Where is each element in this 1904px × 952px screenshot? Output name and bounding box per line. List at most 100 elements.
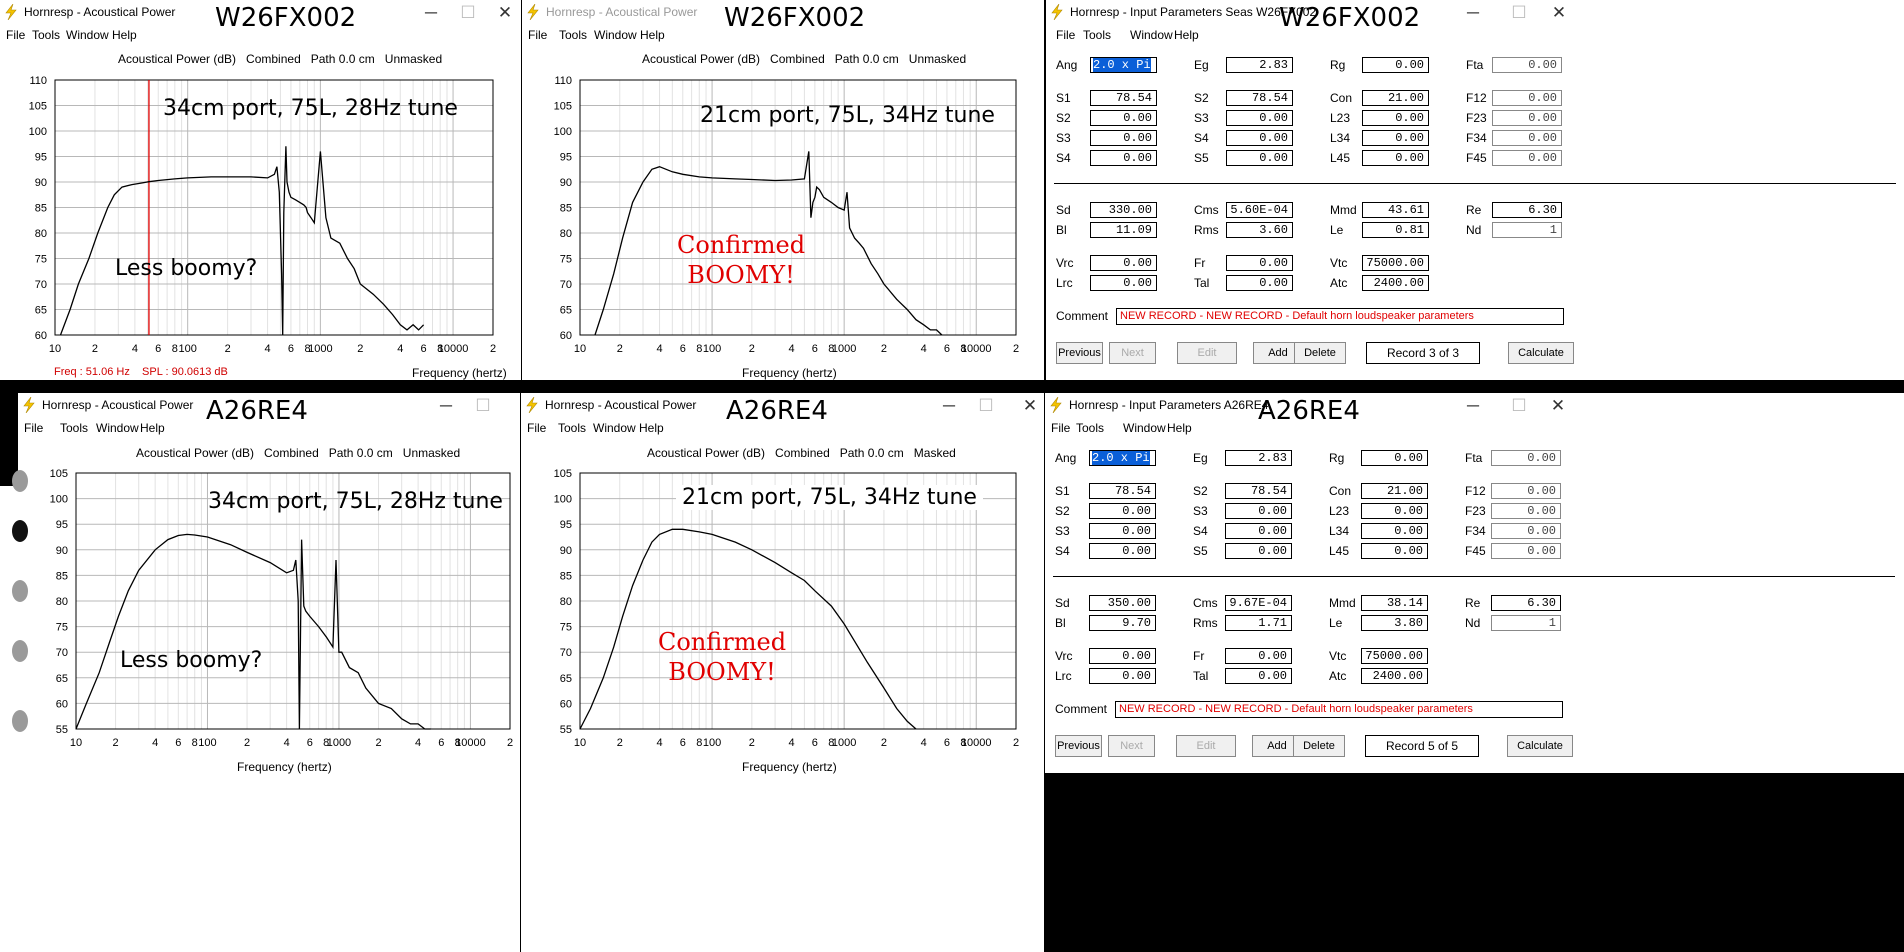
param-field-nd[interactable]: 1 bbox=[1491, 615, 1561, 631]
menu-help[interactable]: Help bbox=[1174, 28, 1199, 42]
param-field-s2[interactable]: 0.00 bbox=[1090, 110, 1157, 126]
param-field-l34[interactable]: 0.00 bbox=[1362, 130, 1429, 146]
close-button[interactable]: ✕ bbox=[1550, 396, 1566, 415]
minimize-button[interactable]: ─ bbox=[942, 396, 956, 415]
param-field-f12[interactable]: 0.00 bbox=[1491, 483, 1561, 499]
menu-file[interactable]: File bbox=[528, 28, 548, 42]
delete-button[interactable]: Delete bbox=[1293, 735, 1345, 757]
param-field-f45[interactable]: 0.00 bbox=[1491, 543, 1561, 559]
param-field-s2[interactable]: 0.00 bbox=[1089, 503, 1156, 519]
avatar[interactable] bbox=[12, 640, 28, 662]
maximize-button[interactable]: ☐ bbox=[978, 396, 994, 415]
menu-tools[interactable]: Tools bbox=[1083, 28, 1112, 42]
param-field-bl[interactable]: 9.70 bbox=[1089, 615, 1156, 631]
maximize-button[interactable]: ☐ bbox=[475, 396, 491, 415]
param-field-f23[interactable]: 0.00 bbox=[1492, 110, 1562, 126]
menu-file[interactable]: File bbox=[24, 421, 44, 435]
menu-help[interactable]: Help bbox=[140, 421, 165, 435]
param-field-sd[interactable]: 330.00 bbox=[1090, 202, 1157, 218]
param-field-re[interactable]: 6.30 bbox=[1491, 595, 1561, 611]
param-field-con[interactable]: 21.00 bbox=[1361, 483, 1428, 499]
avatar[interactable] bbox=[12, 470, 28, 492]
param-field-atc[interactable]: 2400.00 bbox=[1362, 275, 1429, 291]
param-field-rg[interactable]: 0.00 bbox=[1361, 450, 1428, 466]
param-field-fta[interactable]: 0.00 bbox=[1491, 450, 1561, 466]
param-field-l45[interactable]: 0.00 bbox=[1362, 150, 1429, 166]
close-button[interactable]: ✕ bbox=[1022, 396, 1038, 415]
next-button[interactable]: Next bbox=[1108, 735, 1155, 757]
param-field-s3[interactable]: 0.00 bbox=[1090, 130, 1157, 146]
avatar[interactable] bbox=[12, 710, 28, 732]
param-field-atc[interactable]: 2400.00 bbox=[1361, 668, 1428, 684]
param-field-eg[interactable]: 2.83 bbox=[1226, 57, 1293, 73]
next-button[interactable]: Next bbox=[1109, 342, 1156, 364]
minimize-button[interactable]: ─ bbox=[439, 396, 453, 415]
param-field-f12[interactable]: 0.00 bbox=[1492, 90, 1562, 106]
maximize-button[interactable]: ☐ bbox=[1511, 3, 1527, 22]
param-field-s3[interactable]: 0.00 bbox=[1225, 503, 1292, 519]
param-field-mmd[interactable]: 38.14 bbox=[1361, 595, 1428, 611]
comment-field[interactable]: NEW RECORD - NEW RECORD - Default horn l… bbox=[1115, 701, 1563, 718]
previous-button[interactable]: Previous bbox=[1055, 735, 1102, 757]
menu-tools[interactable]: Tools bbox=[558, 421, 587, 435]
menu-file[interactable]: File bbox=[527, 421, 547, 435]
maximize-button[interactable]: ☐ bbox=[460, 3, 476, 22]
comment-field[interactable]: NEW RECORD - NEW RECORD - Default horn l… bbox=[1116, 308, 1564, 325]
param-field-tal[interactable]: 0.00 bbox=[1226, 275, 1293, 291]
param-field-vtc[interactable]: 75000.00 bbox=[1362, 255, 1429, 271]
param-field-bl[interactable]: 11.09 bbox=[1090, 222, 1157, 238]
param-field-rms[interactable]: 1.71 bbox=[1225, 615, 1292, 631]
param-field-s5[interactable]: 0.00 bbox=[1225, 543, 1292, 559]
param-field-s1[interactable]: 78.54 bbox=[1090, 90, 1157, 106]
param-field-ang[interactable]: 2.0 x Pi bbox=[1090, 57, 1157, 73]
param-field-s2[interactable]: 78.54 bbox=[1226, 90, 1293, 106]
minimize-button[interactable]: ─ bbox=[424, 3, 438, 22]
calculate-button[interactable]: Calculate bbox=[1507, 735, 1573, 757]
param-field-con[interactable]: 21.00 bbox=[1362, 90, 1429, 106]
param-field-mmd[interactable]: 43.61 bbox=[1362, 202, 1429, 218]
menu-window[interactable]: Window bbox=[1123, 421, 1166, 435]
param-field-s4[interactable]: 0.00 bbox=[1225, 523, 1292, 539]
menu-file[interactable]: File bbox=[1056, 28, 1076, 42]
param-field-le[interactable]: 0.81 bbox=[1362, 222, 1429, 238]
param-field-fta[interactable]: 0.00 bbox=[1492, 57, 1562, 73]
menu-tools[interactable]: Tools bbox=[60, 421, 89, 435]
previous-button[interactable]: Previous bbox=[1056, 342, 1103, 364]
menu-window[interactable]: Window bbox=[593, 421, 636, 435]
close-button[interactable]: ✕ bbox=[497, 3, 513, 22]
param-field-rg[interactable]: 0.00 bbox=[1362, 57, 1429, 73]
param-field-re[interactable]: 6.30 bbox=[1492, 202, 1562, 218]
param-field-l34[interactable]: 0.00 bbox=[1361, 523, 1428, 539]
menu-tools[interactable]: Tools bbox=[559, 28, 588, 42]
calculate-button[interactable]: Calculate bbox=[1508, 342, 1574, 364]
param-field-l45[interactable]: 0.00 bbox=[1361, 543, 1428, 559]
close-button[interactable]: ✕ bbox=[512, 396, 521, 416]
menu-window[interactable]: Window bbox=[1130, 28, 1173, 42]
menu-tools[interactable]: Tools bbox=[1076, 421, 1105, 435]
param-field-vrc[interactable]: 0.00 bbox=[1089, 648, 1156, 664]
menu-help[interactable]: Help bbox=[639, 421, 664, 435]
param-field-nd[interactable]: 1 bbox=[1492, 222, 1562, 238]
maximize-button[interactable]: ☐ bbox=[1511, 396, 1527, 415]
param-field-f45[interactable]: 0.00 bbox=[1492, 150, 1562, 166]
param-field-rms[interactable]: 3.60 bbox=[1226, 222, 1293, 238]
param-field-cms[interactable]: 5.60E-04 bbox=[1226, 202, 1293, 218]
param-field-lrc[interactable]: 0.00 bbox=[1090, 275, 1157, 291]
param-field-f34[interactable]: 0.00 bbox=[1491, 523, 1561, 539]
param-field-tal[interactable]: 0.00 bbox=[1225, 668, 1292, 684]
param-field-s4[interactable]: 0.00 bbox=[1089, 543, 1156, 559]
param-field-s3[interactable]: 0.00 bbox=[1089, 523, 1156, 539]
param-field-s1[interactable]: 78.54 bbox=[1089, 483, 1156, 499]
param-field-s4[interactable]: 0.00 bbox=[1226, 130, 1293, 146]
menu-window[interactable]: Window bbox=[66, 28, 109, 42]
param-field-le[interactable]: 3.80 bbox=[1361, 615, 1428, 631]
param-field-f34[interactable]: 0.00 bbox=[1492, 130, 1562, 146]
param-field-vrc[interactable]: 0.00 bbox=[1090, 255, 1157, 271]
menu-help[interactable]: Help bbox=[112, 28, 137, 42]
menu-tools[interactable]: Tools bbox=[32, 28, 61, 42]
param-field-fr[interactable]: 0.00 bbox=[1225, 648, 1292, 664]
menu-help[interactable]: Help bbox=[640, 28, 665, 42]
minimize-button[interactable]: ─ bbox=[1466, 396, 1480, 415]
param-field-cms[interactable]: 9.67E-04 bbox=[1225, 595, 1292, 611]
menu-file[interactable]: File bbox=[6, 28, 26, 42]
